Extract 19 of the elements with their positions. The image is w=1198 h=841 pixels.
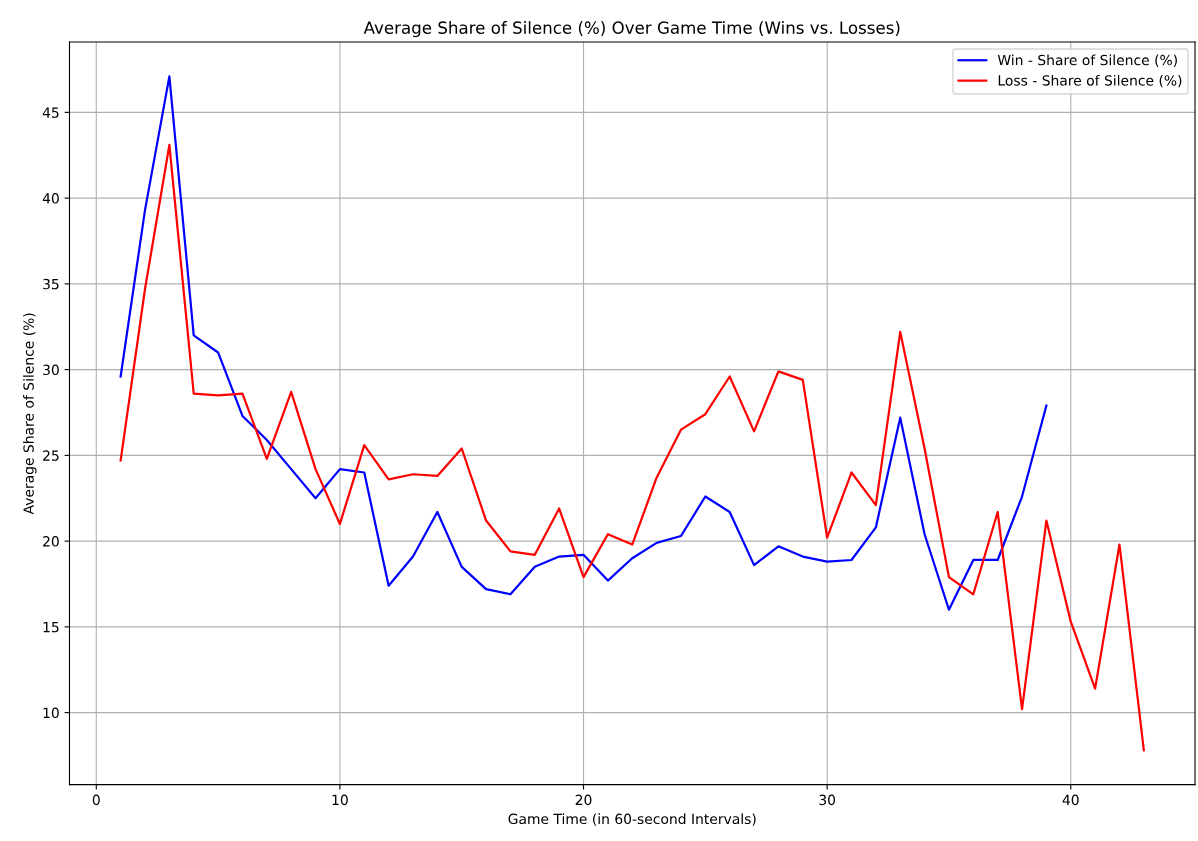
- x-axis-title: Game Time (in 60-second Intervals): [508, 813, 756, 826]
- y-axis-title: Average Share of Silence (%): [23, 313, 37, 515]
- y-tick-label: 30: [43, 364, 59, 376]
- y-tick-label: 40: [42, 193, 59, 204]
- legend-label: Loss - Share of Silence (%): [998, 74, 1182, 88]
- x-tick-label: 40: [1062, 794, 1079, 806]
- chart-title: Average Share of Silence (%) Over Game Time (Wins vs. Losses): [363, 21, 900, 38]
- y-tick-label: 25: [43, 450, 59, 461]
- y-tick-label: 15: [43, 622, 59, 633]
- legend-label: Win - Share of Silence (%): [997, 54, 1177, 67]
- x-tick-label: 10: [332, 794, 348, 806]
- y-tick-label: 20: [43, 536, 59, 547]
- x-tick-label: 30: [819, 794, 836, 806]
- y-tick-label: 35: [43, 278, 59, 290]
- y-tick-label: 45: [42, 107, 59, 118]
- x-tick-label: 20: [575, 794, 592, 806]
- line-series: [119, 143, 1145, 752]
- x-tick-label: 0: [92, 794, 100, 806]
- y-tick-label: 10: [43, 707, 59, 719]
